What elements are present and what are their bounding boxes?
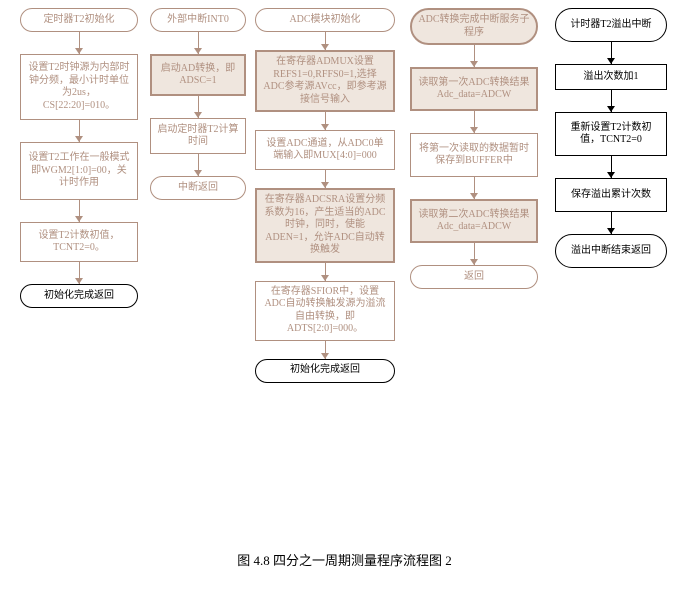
flow-node-n1c: 设置T2工作在一般模式即WGM2[1:0]=00，关计时作用	[20, 142, 138, 200]
flow-node-n4c: 将第一次读取的数据暂时保存到BUFFER中	[410, 133, 538, 177]
flow-node-n4a: ADC转换完成中断服务子程序	[410, 8, 538, 45]
flow-node-n4e: 返回	[410, 265, 538, 289]
flow-column-col3: ADC模块初始化在寄存器ADMUX设置REFS1=0,RFFS0=1,选择ADC…	[255, 8, 395, 383]
flow-arrow	[79, 262, 80, 284]
flow-arrow	[198, 32, 199, 54]
flow-node-n3e: 在寄存器SFIOR中，设置ADC自动转换触发源为溢流自由转换，即ADTS[2:0…	[255, 281, 395, 341]
flow-column-col5: 计时器T2溢出中断溢出次数加1 重新设置T2计数初值，TCNT2=0 保存溢出累计次…	[555, 8, 667, 268]
flow-arrow	[325, 170, 326, 188]
flow-arrow	[611, 212, 612, 234]
flow-arrow	[325, 32, 326, 50]
flow-node-n3d: 在寄存器ADCSRA设置分频系数为16，产生适当的ADC时钟，同时，使能ADEN…	[255, 188, 395, 263]
flow-node-n4b: 读取第一次ADC转换结果 Adc_data=ADCW	[410, 67, 538, 111]
flow-node-n1d: 设置T2计数初值，TCNT2=0。	[20, 222, 138, 262]
flow-arrow	[474, 243, 475, 265]
flow-arrow	[611, 90, 612, 112]
flow-arrow	[474, 177, 475, 199]
flow-arrow	[198, 154, 199, 176]
flow-arrow	[325, 263, 326, 281]
flow-arrow	[611, 156, 612, 178]
flow-node-n5a: 计时器T2溢出中断	[555, 8, 667, 42]
flow-node-n2d: 中断返回	[150, 176, 246, 200]
flow-arrow	[325, 341, 326, 359]
flowchart-canvas: 定时器T2初始化设置T2时钟源为内部时钟分频，最小计时单位为2us，CS[22:…	[0, 0, 689, 540]
flow-node-n3c: 设置ADC通道，从ADC0单端输入即MUX[4:0]=000	[255, 130, 395, 170]
flow-node-n3a: ADC模块初始化	[255, 8, 395, 32]
flow-arrow	[198, 96, 199, 118]
flow-arrow	[325, 112, 326, 130]
flow-arrow	[79, 200, 80, 222]
flow-arrow	[474, 45, 475, 67]
flow-arrow	[474, 111, 475, 133]
flow-node-n5c: 重新设置T2计数初值，TCNT2=0	[555, 112, 667, 156]
flow-column-col2: 外部中断INT0 启动AD转换，即ADSC=1 启动定时器T2计算时间中断返回	[150, 8, 246, 200]
flow-node-n1e: 初始化完成返回	[20, 284, 138, 308]
flow-node-n2a: 外部中断INT0	[150, 8, 246, 32]
flow-arrow	[79, 32, 80, 54]
flow-node-n5b: 溢出次数加1	[555, 64, 667, 90]
flow-node-n1a: 定时器T2初始化	[20, 8, 138, 32]
flow-node-n1b: 设置T2时钟源为内部时钟分频，最小计时单位为2us，CS[22:20]=010。	[20, 54, 138, 120]
flow-column-col4: ADC转换完成中断服务子程序读取第一次ADC转换结果 Adc_data=ADCW…	[410, 8, 538, 289]
flow-node-n5d: 保存溢出累计次数	[555, 178, 667, 212]
flow-node-n3b: 在寄存器ADMUX设置REFS1=0,RFFS0=1,选择ADC参考源AVcc，…	[255, 50, 395, 112]
flow-node-n2b: 启动AD转换，即ADSC=1	[150, 54, 246, 96]
flow-node-n4d: 读取第二次ADC转换结果 Adc_data=ADCW	[410, 199, 538, 243]
flow-arrow	[79, 120, 80, 142]
figure-caption: 图 4.8 四分之一周期测量程序流程图 2	[0, 550, 689, 569]
flow-column-col1: 定时器T2初始化设置T2时钟源为内部时钟分频，最小计时单位为2us，CS[22:…	[20, 8, 138, 308]
flow-node-n3f: 初始化完成返回	[255, 359, 395, 383]
flow-node-n2c: 启动定时器T2计算时间	[150, 118, 246, 154]
flow-arrow	[611, 42, 612, 64]
flow-node-n5e: 溢出中断结束返回	[555, 234, 667, 268]
